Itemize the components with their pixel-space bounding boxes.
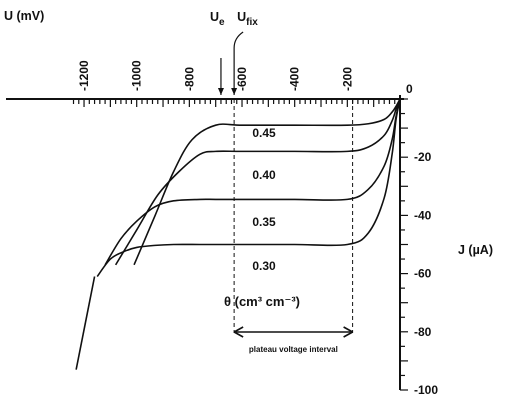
x-tick-label: -1000 [130,60,144,91]
series-label: 0.40 [252,168,276,182]
theta-label: θ (cm³ cm⁻³) [224,294,300,309]
chart-texts: -1200 -1000 -800 -600 -400 -200 0 -20 -40 -60 -80 -… [4,9,493,397]
x-ticks [72,99,401,107]
y-axis-title: J (µA) [458,243,493,257]
x-tick-label: -800 [182,67,196,91]
y-tick-label: -100 [414,383,438,397]
plateau-arrow-head-right [343,326,353,338]
annotation-arrows [217,31,353,338]
ue-arrow-head [217,88,224,95]
origin-label: 0 [406,82,413,96]
plateau-label: plateau voltage interval [249,345,338,354]
series-label: 0.35 [252,215,276,229]
ufix-arrow-line [233,31,244,95]
ue-label: Ue [210,10,225,28]
y-tick-label: -80 [414,325,432,339]
x-axis-title: U (mV) [4,9,44,23]
ufix-arrow-head [231,88,238,95]
y-tick-label: -60 [414,267,432,281]
series-line [75,276,96,370]
x-tick-label: -600 [235,67,249,91]
series-line [104,98,401,266]
y-tick-label: -40 [414,208,432,222]
x-tick-label: -1200 [77,60,91,91]
series-line [114,98,401,266]
series-line [133,98,401,266]
y-tick-label: -20 [414,150,432,164]
series-line [96,98,401,277]
x-tick-label: -200 [340,67,354,91]
y-ticks [400,98,408,391]
curves [75,98,401,370]
series-label: 0.30 [252,259,276,273]
plateau-arrow-head-left [233,326,244,338]
dashed-guides [233,99,354,333]
series-label: 0.45 [252,126,276,140]
x-tick-label: -400 [288,67,302,91]
ufix-label: Ufix [237,10,258,28]
